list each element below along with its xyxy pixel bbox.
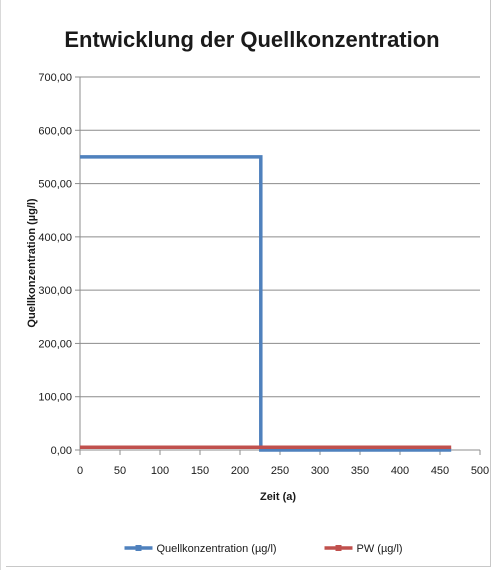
y-tick-label: 600,00 [38,125,72,137]
axes [75,76,481,455]
x-tick-label: 300 [311,465,329,477]
x-tick-label: 450 [431,465,449,477]
x-tick-label: 250 [271,465,289,477]
gridlines [80,76,480,398]
x-tick-label: 0 [77,465,83,477]
chart-svg: Entwicklung der Quellkonzentration Quell… [26,27,489,555]
x-tick-label: 150 [191,465,209,477]
y-tick-label: 700,00 [38,72,72,84]
legend-marker [135,545,142,551]
x-tick-label: 200 [231,465,249,477]
x-tick-label: 400 [391,465,409,477]
y-axis-title: Quellkonzentration (µg/l) [26,198,38,328]
x-tick-labels: 0 50 100 150 200 250 300 350 400 450 500 [77,465,489,477]
y-tick-label: 0,00 [51,445,72,457]
y-tick-labels: 0,00 100,00 200,00 300,00 400,00 500,00 600,00… [38,72,72,457]
x-tick-label: 500 [471,465,489,477]
series-line-quellkonzentration [80,155,452,452]
chart-title: Entwicklung der Quellkonzentration [64,27,439,52]
y-tick-label: 100,00 [38,392,72,404]
x-tick-label: 350 [351,465,369,477]
series-lines [80,155,452,452]
legend-label: Quellkonzentration (µg/l) [157,543,277,555]
x-axis-title: Zeit (a) [260,491,296,503]
chart-area[interactable]: Entwicklung der Quellkonzentration Quell… [6,0,491,567]
y-tick-label: 300,00 [38,285,72,297]
legend: Quellkonzentration (µg/l) PW (µg/l) [124,543,403,555]
y-tick-label: 400,00 [38,232,72,244]
legend-marker [335,545,342,551]
y-tick-label: 500,00 [38,179,72,191]
x-tick-label: 100 [151,465,169,477]
y-tick-label: 200,00 [38,338,72,350]
x-tick-label: 50 [114,465,126,477]
legend-label: PW (µg/l) [357,543,403,555]
